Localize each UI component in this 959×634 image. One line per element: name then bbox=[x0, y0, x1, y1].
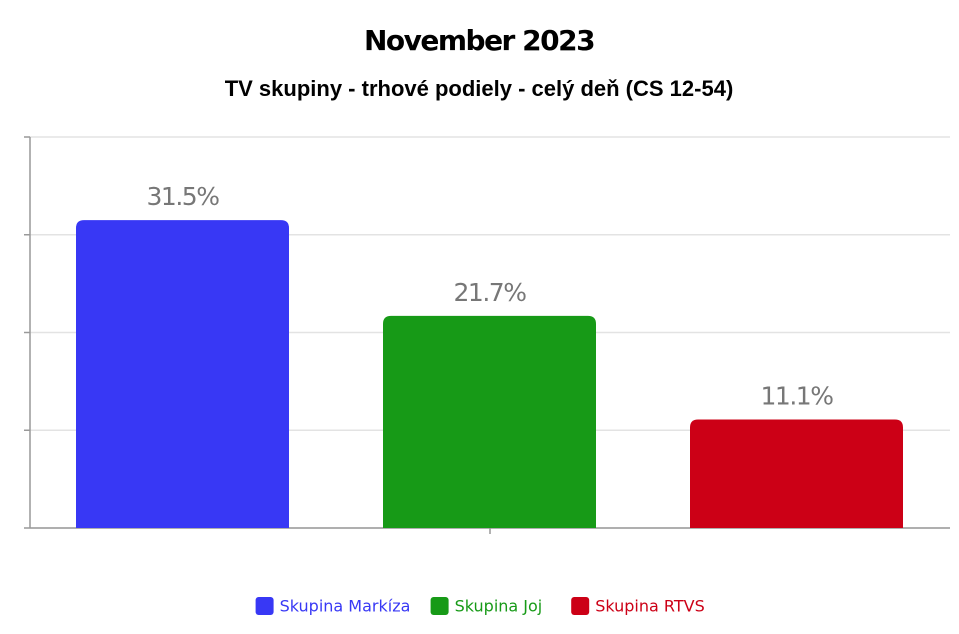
legend-label[interactable]: Skupina Joj bbox=[455, 597, 543, 616]
bar bbox=[383, 315, 596, 528]
bar bbox=[690, 419, 903, 528]
legend-swatch[interactable] bbox=[255, 597, 274, 615]
legend-swatch[interactable] bbox=[571, 597, 590, 615]
legend-label[interactable]: Skupina Markíza bbox=[280, 597, 411, 616]
value-label: 11.1% bbox=[761, 381, 834, 410]
value-label: 31.5% bbox=[147, 182, 220, 211]
bar bbox=[76, 220, 289, 528]
chart-subtitle: TV skupiny - trhové podiely - celý deň (… bbox=[225, 76, 734, 101]
legend-label[interactable]: Skupina RTVS bbox=[595, 597, 705, 616]
legend-swatch[interactable] bbox=[430, 597, 449, 615]
chart-title: November 2023 bbox=[364, 24, 594, 57]
value-label: 21.7% bbox=[454, 278, 527, 307]
